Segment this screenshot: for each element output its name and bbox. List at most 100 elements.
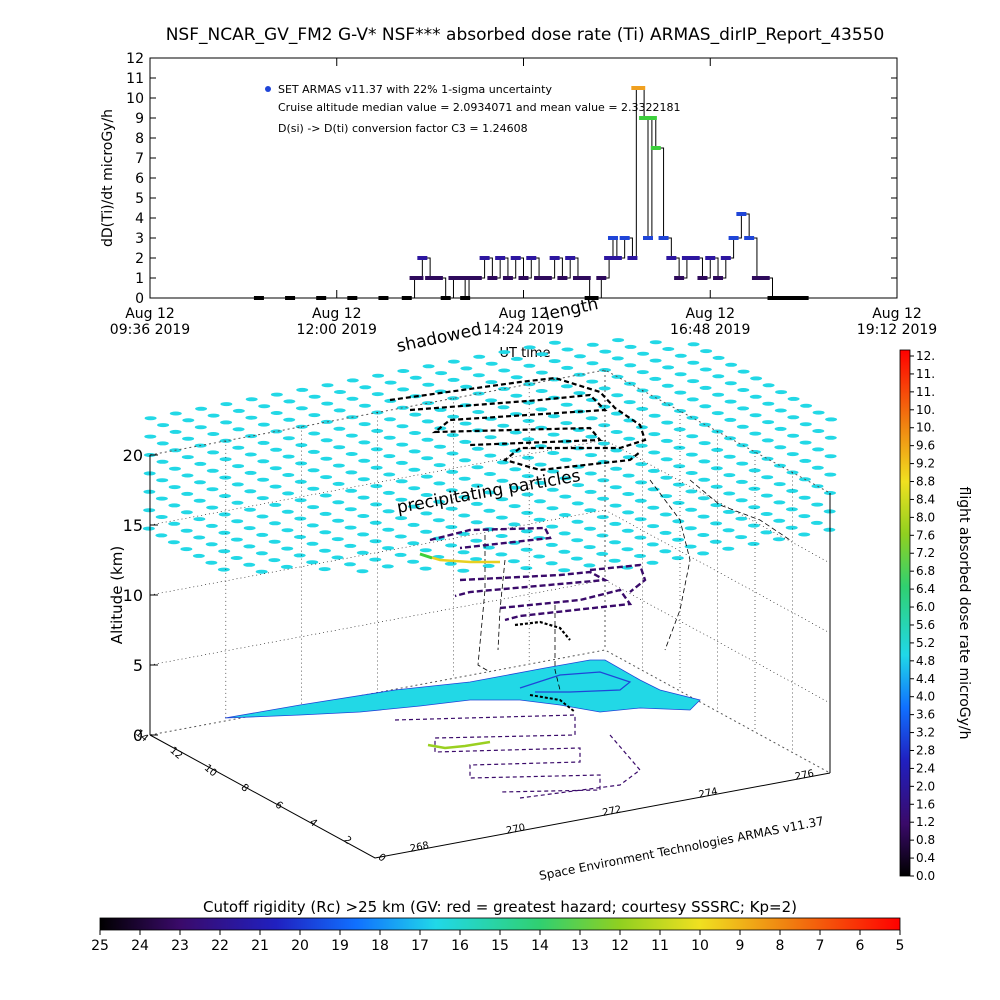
- rigidity-dash: [295, 443, 308, 448]
- rigidity-dash: [699, 367, 712, 372]
- colorbar-right-tick-label: 3.2: [916, 726, 935, 740]
- rigidity-dash: [636, 370, 649, 375]
- rigidity-dash: [571, 538, 584, 543]
- rigidity-dash: [207, 450, 220, 455]
- rigidity-dash: [320, 419, 333, 424]
- dose-rate-point: [401, 296, 412, 300]
- credit-text: Space Environment Technologies ARMAS v11…: [538, 814, 825, 883]
- rigidity-dash: [459, 439, 472, 444]
- rigidity-dash: [243, 562, 256, 567]
- rigidity-dash: [243, 544, 256, 549]
- rigidity-dash: [623, 400, 636, 405]
- rigidity-dash: [661, 402, 674, 407]
- rigidity-dash: [812, 429, 825, 433]
- rigidity-dash: [546, 487, 559, 492]
- rigidity-dash: [774, 445, 787, 450]
- rigidity-dash: [409, 375, 422, 380]
- rigidity-dash: [332, 463, 345, 468]
- rigidity-dash: [457, 568, 470, 573]
- rigidity-dash: [230, 537, 243, 542]
- dose-rate-point: [720, 256, 731, 260]
- rigidity-dash: [194, 480, 206, 485]
- rigidity-dash: [671, 556, 684, 561]
- rigidity-dash: [724, 381, 737, 386]
- legend-marker: [265, 86, 271, 92]
- altitude-tick-label: 20: [123, 446, 143, 465]
- dose-rate-colorbar: 12. 11. 11. 10. 10. 9.6 9.2 8.8 8.4 8.0 7.6 7.2 6.8 6…: [899, 349, 972, 883]
- ground-coastline: [519, 671, 632, 693]
- rigidity-dash: [622, 473, 635, 478]
- rigidity-dash: [458, 495, 471, 500]
- rigidity-dash: [256, 496, 269, 501]
- rigidity-dash: [420, 474, 433, 479]
- rigidity-dash: [270, 447, 283, 452]
- rigidity-dash: [460, 384, 473, 389]
- rigidity-dash: [458, 476, 471, 481]
- rigidity-dash: [167, 540, 180, 545]
- rigidity-dash: [419, 566, 432, 571]
- rigidity-dash: [308, 431, 321, 436]
- rigidity-dash: [394, 552, 407, 557]
- rigidity-dash: [735, 516, 748, 521]
- rigidity-dash: [256, 532, 269, 537]
- rigidity-dash: [637, 351, 650, 356]
- dose-rate-point: [736, 212, 747, 216]
- rigidity-dash: [381, 564, 394, 569]
- rigidity-dash: [207, 413, 220, 418]
- rigidity-dash: [482, 563, 495, 568]
- rigidity-dash: [535, 370, 548, 375]
- rigidity-dash: [673, 427, 686, 432]
- rigidity-dash: [472, 373, 485, 378]
- rigidity-dash: [749, 413, 762, 418]
- rigidity-dash: [296, 387, 309, 392]
- colorbar-right-tick-label: 1.6: [916, 797, 935, 811]
- rigidity-dash: [586, 342, 599, 347]
- rigidity-dash: [509, 430, 522, 435]
- altitude-tick-label: 5: [133, 656, 143, 675]
- rigidity-dash: [195, 406, 208, 411]
- rigidity-dash: [294, 479, 307, 484]
- rigidity-dash: [408, 449, 421, 454]
- rigidity-dash: [773, 518, 786, 523]
- rigidity-dash: [470, 557, 483, 562]
- y-tick-label: 7: [135, 151, 144, 167]
- rigidity-dash: [471, 465, 484, 470]
- rigidity-dash: [270, 411, 283, 415]
- rigidity-dash: [634, 554, 646, 558]
- rigidity-dash: [697, 533, 710, 537]
- rigidity-dash: [749, 394, 762, 399]
- rigidity-dash: [269, 466, 282, 471]
- dose-rate-point: [456, 276, 467, 280]
- colorbar-bottom-tick-label: 12: [611, 938, 629, 954]
- rigidity-dash: [722, 528, 735, 533]
- rigidity-dash: [384, 417, 396, 422]
- dose-rate-point: [697, 276, 708, 280]
- rigidity-dash: [320, 438, 333, 443]
- rigidity-dash: [611, 374, 624, 379]
- ground-terrain-cyan: [224, 659, 701, 719]
- rigidity-dash: [346, 396, 359, 401]
- rigidity-dash: [659, 512, 672, 517]
- rigidity-dash: [359, 403, 371, 408]
- rigidity-dash: [194, 425, 207, 430]
- colorbar-bottom-tick-label: 19: [331, 938, 349, 954]
- rigidity-dash: [774, 408, 787, 413]
- rigidity-dash: [446, 451, 459, 456]
- rigidity-dash: [722, 546, 735, 551]
- annotation-conversion: D(si) -> D(ti) conversion factor C3 = 1.…: [278, 122, 528, 135]
- rigidity-dash: [332, 518, 345, 523]
- rigidity-dash: [395, 460, 408, 465]
- rigidity-dash: [610, 430, 623, 434]
- rigidity-dash: [697, 551, 710, 556]
- rigidity-dash: [169, 411, 182, 416]
- rigidity-dash: [520, 529, 533, 534]
- rigidity-dash: [660, 494, 673, 499]
- rigidity-dash: [357, 532, 370, 537]
- colorbar-right-tick-label: 1.2: [916, 815, 935, 829]
- rigidity-dash: [812, 410, 825, 415]
- colorbar-bottom-tick-label: 11: [651, 938, 669, 954]
- annotation-legend: SET ARMAS v11.37 with 22% 1-sigma uncert…: [278, 83, 552, 96]
- rigidity-dash: [245, 415, 258, 420]
- rigidity-dash: [318, 567, 331, 572]
